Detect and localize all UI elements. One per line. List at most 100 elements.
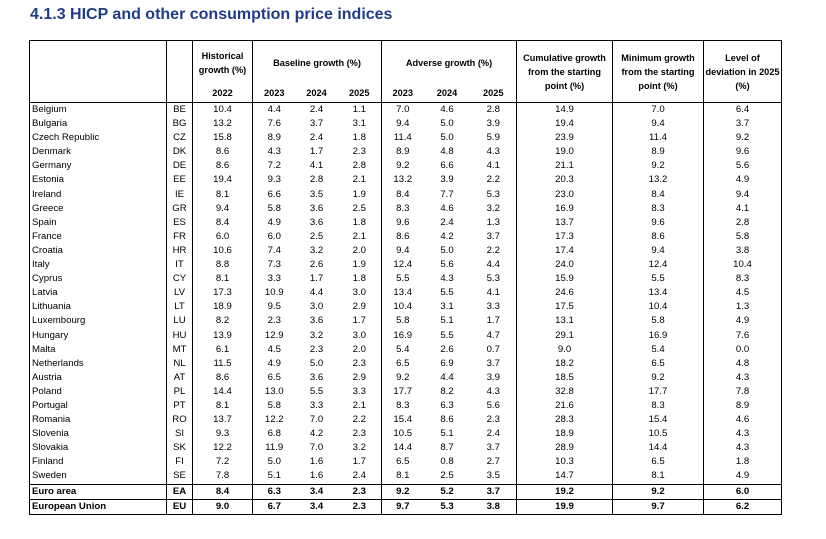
country-code: FI [166,455,193,470]
value-cell: 3.2 [309,329,324,341]
value-cell: 7.8 [703,384,782,399]
value-cell: 9.7 [612,498,704,515]
value-cell: 8.4 [612,187,704,202]
value-cell: 14.4 [381,441,424,456]
value-cell: 7.8 [192,469,253,485]
value-cell: 6.3 [440,399,454,411]
value-cell: 2.3 [352,357,366,369]
value-cell: 3.7 [486,442,500,454]
value-cell: 9.5 [252,300,296,315]
value-cell: 4.4 [440,371,454,383]
value-cell: 17.4 [516,243,613,259]
value-cell: 1.3 [703,300,782,315]
value-cell: 2.5 [440,470,454,482]
table-row: Sweden SE 7.8 5.1 1.6 2.4 8.1 2.5 3.5 14.7 8.1 4.9 [29,469,782,485]
value-cell: 14.9 [516,102,613,118]
value-cell: 32.8 [516,384,613,399]
value-cell: 13.2 [381,173,424,188]
value-cell: 7.0 [612,102,704,118]
value-cell: 4.1 [309,160,324,172]
table-row: Portugal PT 8.1 5.8 3.3 2.1 8.3 6.3 5.6 21.6 8.3 8.… [29,398,782,414]
value-cell: 6.0 [703,483,782,500]
value-cell: 4.2 [440,230,454,242]
value-cell: 17.3 [516,229,613,244]
value-cell: 8.3 [612,398,704,414]
value-cell: 4.3 [703,441,782,456]
value-cell: 1.3 [486,216,500,228]
value-cell: 8.3 [612,201,704,216]
page-title: 4.1.3 HICP and other consumption price i… [30,6,393,23]
value-cell: 10.5 [612,427,704,442]
value-cell: 7.7 [440,188,454,200]
country-name: Latvia [29,286,167,301]
value-cell: 8.3 [381,398,424,414]
table-row: Germany DE 8.6 7.2 4.1 2.8 9.2 6.6 4.1 21.1 9.2 5.6 [29,159,782,174]
value-cell: 9.4 [381,117,424,132]
value-cell: 9.3 [252,173,296,188]
value-cell: 5.8 [252,201,296,216]
country-code: AT [166,370,193,385]
value-cell: 6.5 [612,455,704,470]
value-cell: 10.5 [381,427,424,442]
value-cell: 8.6 [440,414,454,426]
value-cell: 8.4 [192,483,253,500]
value-cell: 3.2 [352,442,366,454]
table-row: Belgium BE 10.4 4.4 2.4 1.1 7.0 4.6 2.8 14.9 7.0 6.… [29,102,782,118]
value-cell: 5.3 [486,188,500,200]
value-cell: 10.4 [192,102,253,118]
value-cell: 4.4 [309,287,324,299]
country-name: Denmark [29,145,167,160]
value-cell: 3.0 [309,301,324,313]
value-cell: 4.9 [703,173,782,188]
country-code: DE [166,159,193,174]
value-cell: 5.4 [381,342,424,357]
table-row: France FR 6.0 6.0 2.5 2.1 8.6 4.2 3.7 17.3 8.6 5.8 [29,229,782,244]
value-cell: 4.9 [252,356,296,371]
value-cell: 2.0 [352,244,366,256]
value-cell: 7.0 [309,442,324,454]
value-cell: 3.8 [470,498,517,515]
value-cell: 3.7 [470,483,517,500]
value-cell: 17.7 [612,384,704,399]
value-cell: 5.8 [703,229,782,244]
header-adverse: Adverse growth (%) [381,40,517,84]
country-code: RO [166,413,193,428]
value-cell: 19.2 [516,483,613,500]
value-cell: 5.3 [423,498,471,515]
value-cell: 6.1 [192,342,253,357]
value-cell: 1.1 [337,102,382,118]
value-cell: 11.4 [381,131,424,146]
table-row: Slovakia SK 12.2 11.9 7.0 3.2 14.4 8.7 3.7 28.9 14… [29,441,782,456]
value-cell: 13.4 [612,286,704,301]
country-code: GR [166,201,193,216]
country-code: LV [166,286,193,301]
country-name: European Union [29,498,167,515]
value-cell: 1.7 [309,146,324,158]
table-row: Poland PL 14.4 13.0 5.5 3.3 17.7 8.2 4.3 32.8 17.7… [29,384,782,399]
value-cell: 17.5 [516,300,613,315]
value-cell: 18.5 [516,370,613,385]
year-header: 2025 [483,87,504,98]
country-code: BE [166,102,193,118]
value-cell: 5.1 [440,315,454,327]
table-row: Estonia EE 19.4 9.3 2.8 2.1 13.2 3.9 2.2 20.3 13.2… [29,173,782,188]
country-name: Sweden [29,469,167,485]
value-cell: 10.9 [252,286,296,301]
value-cell: 16.9 [612,328,704,343]
aggregate-row: European Union EU 9.0 6.7 3.4 2.3 9.7 5.3 3.8 19.… [29,498,782,515]
country-name: Poland [29,384,167,399]
value-cell: 6.6 [440,160,454,172]
country-name: Belgium [29,102,167,118]
value-cell: 2.1 [352,174,366,186]
value-cell: 1.8 [352,273,366,285]
value-cell: 2.5 [309,230,324,242]
country-code: FR [166,229,193,244]
value-cell: 3.0 [352,287,366,299]
value-cell: 5.2 [423,483,471,500]
value-cell: 3.2 [309,244,324,256]
country-name: Estonia [29,173,167,188]
value-cell: 2.4 [295,102,338,118]
country-name: Czech Republic [29,131,167,146]
value-cell: 6.0 [192,229,253,244]
value-cell: 5.5 [440,329,454,341]
